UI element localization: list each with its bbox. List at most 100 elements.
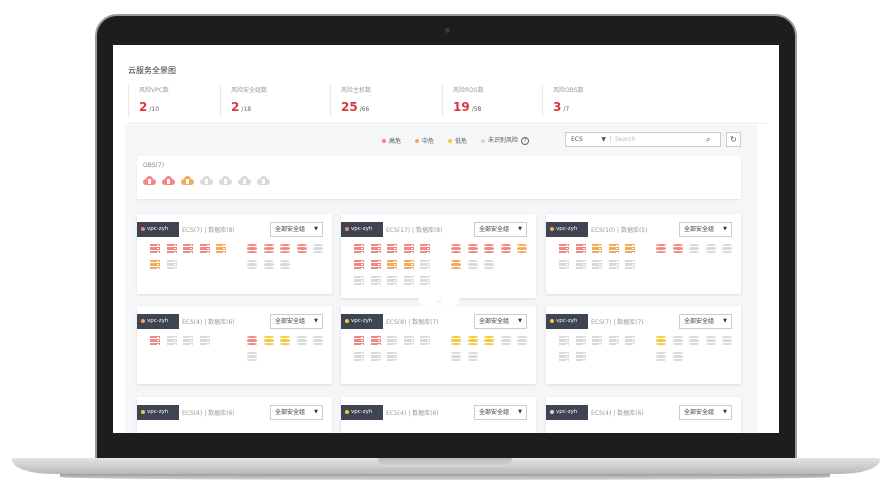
cloud-upload-icon[interactable] [238, 176, 251, 185]
refresh-button[interactable]: ↻ [726, 132, 741, 147]
security-group-dropdown[interactable]: 全部安全组 ▼ [679, 222, 732, 237]
server-icon[interactable] [166, 260, 177, 269]
server-icon[interactable] [354, 244, 364, 253]
server-icon[interactable] [166, 244, 177, 253]
database-icon[interactable] [656, 352, 666, 361]
vpc-tag[interactable]: vpc-zyh [341, 314, 383, 329]
database-icon[interactable] [672, 336, 683, 345]
vpc-tag[interactable]: vpc-zyh [546, 222, 588, 237]
server-icon[interactable] [354, 276, 364, 285]
vpc-tag[interactable]: vpc-zyh [137, 405, 179, 420]
server-icon[interactable] [592, 244, 602, 253]
legend-item-medium[interactable]: 中危 [415, 136, 434, 145]
server-icon[interactable] [166, 336, 177, 345]
database-icon[interactable] [247, 352, 257, 361]
database-icon[interactable] [263, 260, 274, 269]
expand-more-button[interactable]: ... [419, 298, 459, 307]
database-icon[interactable] [313, 336, 323, 345]
server-icon[interactable] [370, 276, 381, 285]
server-icon[interactable] [370, 352, 381, 361]
database-icon[interactable] [517, 244, 527, 253]
server-icon[interactable] [575, 244, 586, 253]
vpc-tag[interactable]: vpc-zyh [341, 405, 383, 420]
server-icon[interactable] [559, 260, 569, 269]
server-icon[interactable] [199, 336, 210, 345]
server-icon[interactable] [575, 352, 586, 361]
vpc-tag[interactable]: vpc-zyh [137, 314, 179, 329]
database-icon[interactable] [247, 244, 257, 253]
server-icon[interactable] [183, 336, 193, 345]
server-icon[interactable] [592, 260, 602, 269]
database-icon[interactable] [689, 244, 699, 253]
database-icon[interactable] [656, 336, 666, 345]
security-group-dropdown[interactable]: 全部安全组 ▼ [474, 222, 527, 237]
database-icon[interactable] [313, 244, 323, 253]
database-icon[interactable] [484, 336, 494, 345]
cloud-upload-icon[interactable] [219, 176, 232, 185]
server-icon[interactable] [575, 336, 586, 345]
server-icon[interactable] [608, 336, 619, 345]
legend-item-unknown[interactable]: 未识别风险? [481, 135, 530, 145]
server-icon[interactable] [403, 276, 414, 285]
database-icon[interactable] [467, 260, 478, 269]
search-input[interactable]: Search [615, 136, 636, 143]
server-icon[interactable] [403, 260, 414, 269]
database-icon[interactable] [484, 244, 494, 253]
server-icon[interactable] [559, 244, 569, 253]
server-icon[interactable] [387, 352, 397, 361]
database-icon[interactable] [280, 244, 290, 253]
database-icon[interactable] [467, 244, 478, 253]
help-icon[interactable]: ? [521, 137, 530, 145]
cloud-upload-icon[interactable] [200, 176, 213, 185]
security-group-dropdown[interactable]: 全部安全组 ▼ [270, 222, 323, 237]
server-icon[interactable] [403, 244, 414, 253]
server-icon[interactable] [625, 244, 635, 253]
database-icon[interactable] [484, 260, 494, 269]
server-icon[interactable] [403, 336, 414, 345]
database-icon[interactable] [467, 352, 478, 361]
server-icon[interactable] [150, 260, 160, 269]
server-icon[interactable] [199, 244, 210, 253]
database-icon[interactable] [263, 336, 274, 345]
security-group-dropdown[interactable]: 全部安全组 ▼ [679, 405, 732, 420]
vpc-tag[interactable]: vpc-zyh [546, 405, 588, 420]
security-group-dropdown[interactable]: 全部安全组 ▼ [270, 405, 323, 420]
database-icon[interactable] [451, 244, 461, 253]
server-icon[interactable] [387, 276, 397, 285]
database-icon[interactable] [296, 336, 307, 345]
database-icon[interactable] [247, 260, 257, 269]
server-icon[interactable] [608, 260, 619, 269]
server-icon[interactable] [216, 244, 226, 253]
database-icon[interactable] [451, 336, 461, 345]
resource-type-select[interactable]: ECS ▼ [566, 136, 611, 143]
server-icon[interactable] [183, 244, 193, 253]
security-group-dropdown[interactable]: 全部安全组 ▼ [679, 314, 732, 329]
server-icon[interactable] [608, 244, 619, 253]
database-icon[interactable] [517, 336, 527, 345]
search-box[interactable]: ECS ▼ Search ⌕ [565, 132, 721, 147]
server-icon[interactable] [592, 336, 602, 345]
server-icon[interactable] [559, 352, 569, 361]
server-icon[interactable] [354, 336, 364, 345]
server-icon[interactable] [354, 260, 364, 269]
legend-item-low[interactable]: 低危 [448, 136, 467, 145]
server-icon[interactable] [150, 244, 160, 253]
server-icon[interactable] [370, 260, 381, 269]
cloud-upload-icon[interactable] [181, 176, 194, 185]
database-icon[interactable] [672, 352, 683, 361]
server-icon[interactable] [150, 336, 160, 345]
server-icon[interactable] [625, 336, 635, 345]
vpc-tag[interactable]: vpc-zyh [546, 314, 588, 329]
vpc-tag[interactable]: vpc-zyh [137, 222, 179, 237]
server-icon[interactable] [370, 336, 381, 345]
database-icon[interactable] [263, 244, 274, 253]
server-icon[interactable] [559, 336, 569, 345]
search-icon[interactable]: ⌕ [706, 134, 711, 144]
security-group-dropdown[interactable]: 全部安全组 ▼ [474, 405, 527, 420]
database-icon[interactable] [280, 336, 290, 345]
server-icon[interactable] [420, 276, 430, 285]
database-icon[interactable] [451, 260, 461, 269]
legend-item-high[interactable]: 高危 [382, 136, 401, 145]
server-icon[interactable] [575, 260, 586, 269]
server-icon[interactable] [420, 260, 430, 269]
